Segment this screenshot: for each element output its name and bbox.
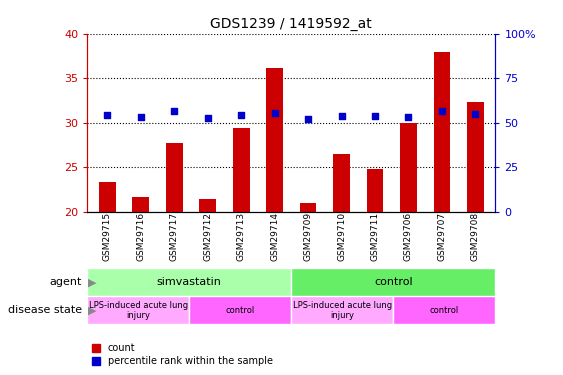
Text: GSM29716: GSM29716	[136, 212, 145, 261]
Bar	[434, 52, 450, 212]
Bar	[99, 183, 116, 212]
Bar	[189, 296, 292, 324]
Bar	[132, 197, 149, 212]
Bar	[467, 102, 484, 212]
Bar	[233, 128, 249, 212]
Text: simvastatin: simvastatin	[157, 277, 222, 287]
Bar	[394, 296, 495, 324]
Bar	[333, 154, 350, 212]
Text: GSM29714: GSM29714	[270, 212, 279, 261]
Text: GSM29715: GSM29715	[103, 212, 112, 261]
Point	[437, 108, 446, 114]
Bar	[266, 69, 283, 212]
Point	[203, 115, 212, 121]
Title: GDS1239 / 1419592_at: GDS1239 / 1419592_at	[211, 17, 372, 32]
Text: control: control	[430, 306, 459, 315]
Bar	[87, 268, 292, 296]
Text: GSM29706: GSM29706	[404, 212, 413, 261]
Bar	[367, 169, 383, 212]
Text: GSM29717: GSM29717	[170, 212, 179, 261]
Point	[471, 111, 480, 117]
Text: LPS-induced acute lung
injury: LPS-induced acute lung injury	[293, 301, 392, 320]
Text: GSM29711: GSM29711	[370, 212, 379, 261]
Text: GSM29708: GSM29708	[471, 212, 480, 261]
Point	[236, 112, 245, 118]
Text: ▶: ▶	[88, 305, 97, 315]
Point	[404, 114, 413, 120]
Text: agent: agent	[49, 277, 82, 287]
Point	[103, 112, 112, 118]
Text: LPS-induced acute lung
injury: LPS-induced acute lung injury	[89, 301, 188, 320]
Point	[170, 108, 179, 114]
Point	[337, 113, 346, 119]
Bar	[400, 123, 417, 212]
Bar	[87, 296, 189, 324]
Bar	[199, 198, 216, 212]
Text: ▶: ▶	[88, 277, 97, 287]
Bar	[292, 268, 495, 296]
Bar	[300, 203, 316, 212]
Text: GSM29707: GSM29707	[437, 212, 446, 261]
Text: GSM29712: GSM29712	[203, 212, 212, 261]
Point	[136, 114, 145, 120]
Text: GSM29710: GSM29710	[337, 212, 346, 261]
Point	[270, 110, 279, 116]
Text: control: control	[374, 277, 413, 287]
Bar	[292, 296, 394, 324]
Legend: count, percentile rank within the sample: count, percentile rank within the sample	[92, 344, 272, 366]
Text: control: control	[226, 306, 255, 315]
Text: GSM29709: GSM29709	[303, 212, 312, 261]
Text: GSM29713: GSM29713	[236, 212, 245, 261]
Bar	[166, 143, 182, 212]
Point	[303, 116, 312, 122]
Point	[370, 112, 379, 118]
Text: disease state: disease state	[7, 305, 82, 315]
